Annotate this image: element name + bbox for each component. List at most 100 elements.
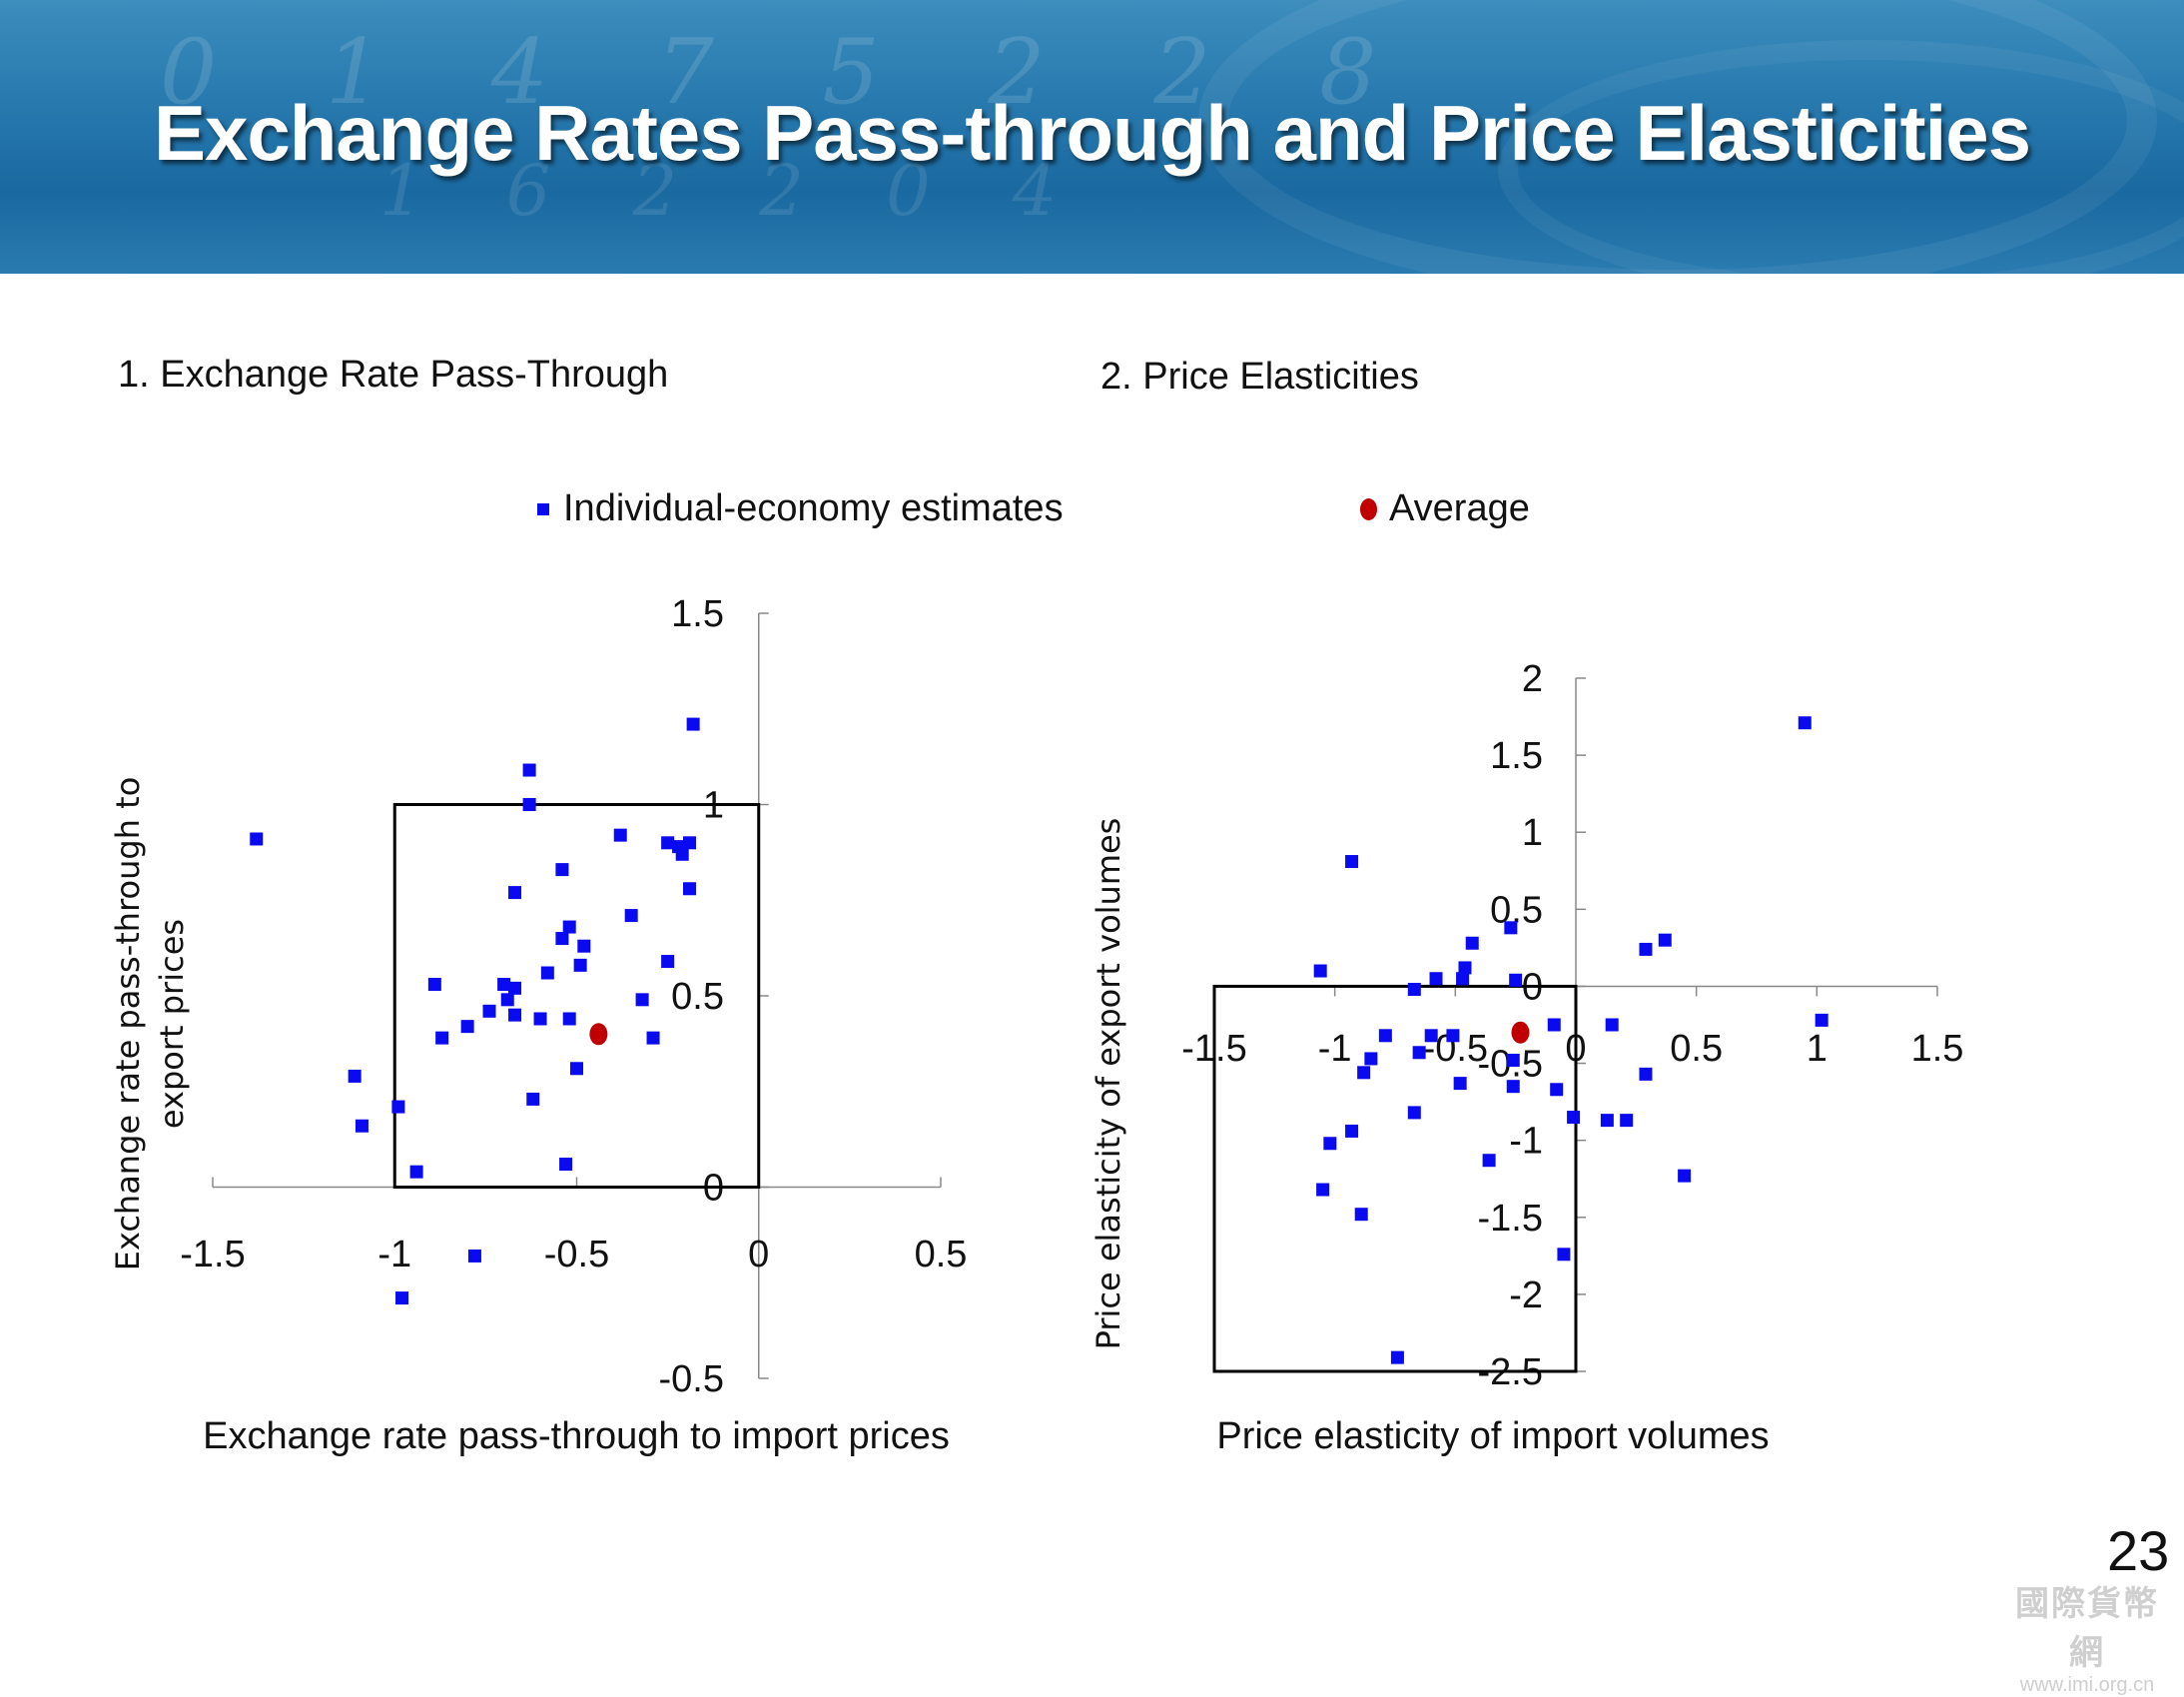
estimate-point xyxy=(1639,1067,1653,1081)
estimate-point xyxy=(1509,973,1523,987)
x-axis-title: Exchange rate pass-through to import pri… xyxy=(203,1415,950,1457)
legend-average-label: Average xyxy=(1389,487,1530,529)
estimate-point xyxy=(1407,1106,1421,1120)
chart-2-subtitle: 2. Price Elasticities xyxy=(1100,356,1419,398)
estimate-point xyxy=(395,1291,409,1305)
y-axis-title: export prices xyxy=(153,919,191,1129)
y-axis-title: Exchange rate pass-through to xyxy=(109,777,147,1272)
estimate-point xyxy=(1605,1018,1619,1032)
estimate-point xyxy=(1407,983,1421,997)
estimate-point xyxy=(1547,1018,1561,1032)
estimate-point xyxy=(526,1092,540,1106)
y-tick-label: -1 xyxy=(1509,1121,1543,1163)
legend-estimates-label: Individual-economy estimates xyxy=(563,487,1064,529)
estimate-point xyxy=(522,763,536,777)
estimate-point xyxy=(1429,972,1443,986)
estimate-point xyxy=(1504,921,1518,935)
estimate-point xyxy=(562,1012,576,1026)
estimate-point xyxy=(500,993,514,1007)
legend-square-marker xyxy=(537,502,549,515)
estimate-point xyxy=(682,836,696,850)
x-tick-label: 0.5 xyxy=(1670,1028,1723,1070)
x-tick-label: -1.5 xyxy=(180,1234,245,1275)
x-tick-label: 0 xyxy=(748,1234,769,1275)
estimate-point xyxy=(1354,1208,1368,1222)
estimate-point xyxy=(533,1012,547,1026)
estimate-point xyxy=(508,981,522,995)
estimate-point xyxy=(1412,1046,1426,1060)
estimate-point xyxy=(1323,1137,1337,1151)
estimate-point xyxy=(497,978,511,992)
watermark: 國際貨幣網 www.imi.org.cn xyxy=(2002,1576,2172,1697)
estimate-point xyxy=(686,717,700,731)
estimate-point xyxy=(1313,964,1327,978)
slide-title: Exchange Rates Pass-through and Price El… xyxy=(153,89,2031,177)
legend-average: Average xyxy=(1360,487,1530,530)
chart-1-subtitle: 1. Exchange Rate Pass-Through xyxy=(118,354,669,396)
estimate-point xyxy=(675,847,689,861)
estimate-point xyxy=(409,1165,423,1179)
estimate-point xyxy=(1446,1029,1460,1043)
estimate-point xyxy=(508,1008,522,1022)
y-tick-label: 1.5 xyxy=(671,593,724,635)
estimate-point xyxy=(570,1062,583,1076)
estimate-point xyxy=(427,978,441,992)
average-point xyxy=(1511,1021,1530,1044)
estimate-point xyxy=(562,920,576,934)
estimate-point xyxy=(1345,1124,1359,1138)
x-tick-label: 1 xyxy=(1807,1028,1827,1070)
legend-estimates: Individual-economy estimates xyxy=(537,487,1064,530)
estimate-point xyxy=(1316,1183,1330,1197)
estimate-point xyxy=(1424,1029,1438,1043)
estimate-point xyxy=(682,882,696,896)
estimate-point xyxy=(624,909,638,923)
watermark-logo: 國際貨幣網 xyxy=(2015,1584,2159,1673)
y-tick-label: 1.5 xyxy=(1490,735,1543,777)
estimate-point xyxy=(460,1020,474,1034)
x-tick-label: 1.5 xyxy=(1911,1028,1964,1070)
estimate-point xyxy=(355,1119,368,1133)
estimate-point xyxy=(435,1031,449,1045)
watermark-url: www.imi.org.cn xyxy=(2019,1674,2155,1696)
estimate-point xyxy=(467,1249,481,1263)
title-banner: 0 1 4 7 5 2 2 8 1 6 2 2 0 4 Exchange Rat… xyxy=(0,0,2184,274)
x-tick-label: -0.5 xyxy=(544,1234,609,1275)
y-axis-title: Price elasticity of export volumes xyxy=(1090,818,1127,1350)
y-tick-label: 0.5 xyxy=(671,976,724,1018)
estimate-point xyxy=(1456,972,1470,986)
y-tick-label: -0.5 xyxy=(659,1358,724,1400)
banner-decoration: 1 6 2 2 0 4 xyxy=(379,150,1088,232)
estimate-point xyxy=(1557,1248,1571,1262)
y-tick-label: -2 xyxy=(1509,1274,1543,1316)
x-tick-label: 0.5 xyxy=(915,1234,968,1275)
estimate-point xyxy=(613,828,627,842)
estimate-point xyxy=(1465,936,1479,950)
estimate-point xyxy=(1815,1013,1828,1027)
estimate-point xyxy=(508,886,522,900)
estimate-point xyxy=(391,1100,405,1114)
estimate-point xyxy=(1639,942,1653,956)
estimate-point xyxy=(1550,1083,1564,1097)
estimate-point xyxy=(1600,1114,1614,1128)
estimate-point xyxy=(1378,1029,1392,1043)
estimate-point xyxy=(1482,1154,1496,1168)
estimate-point xyxy=(661,955,675,969)
estimate-point xyxy=(250,832,264,846)
estimate-point xyxy=(348,1069,362,1083)
estimate-point xyxy=(1798,716,1812,730)
estimate-point xyxy=(540,966,554,980)
x-tick-label: -1 xyxy=(377,1234,411,1275)
estimate-point xyxy=(1658,933,1672,947)
estimate-point xyxy=(1364,1052,1378,1066)
estimate-point xyxy=(1453,1077,1467,1091)
estimate-point xyxy=(573,958,587,972)
estimate-point xyxy=(1390,1350,1404,1364)
estimate-point xyxy=(482,1004,496,1018)
x-axis-title: Price elasticity of import volumes xyxy=(1216,1415,1769,1457)
estimate-point xyxy=(661,836,675,850)
estimate-point xyxy=(635,993,649,1007)
average-point xyxy=(589,1023,608,1046)
legend-dot-marker xyxy=(1360,497,1377,520)
estimate-point xyxy=(1458,961,1472,975)
y-tick-label: 1 xyxy=(1522,812,1543,854)
